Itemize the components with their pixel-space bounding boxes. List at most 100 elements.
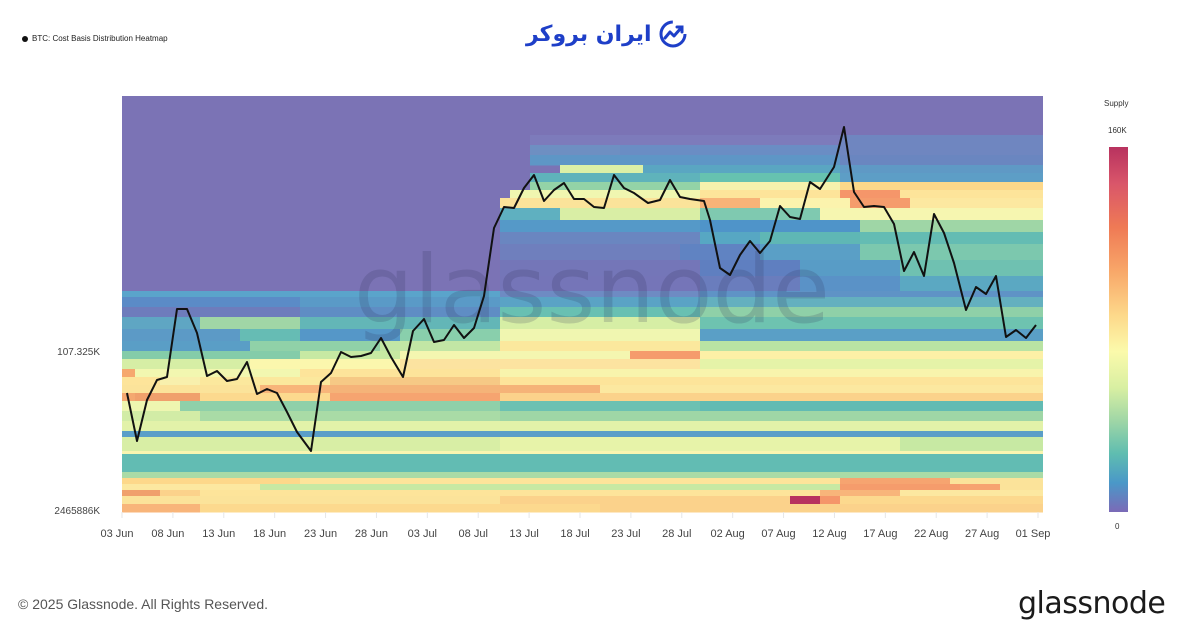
heatmap-cell (700, 359, 1043, 370)
heatmap-cell (800, 276, 900, 293)
heatmap-cell (530, 145, 620, 156)
heatmap-cell (500, 244, 680, 261)
heatmap-cell (500, 411, 1043, 422)
heatmap-cell (760, 232, 860, 245)
x-tick-label: 12 Aug (812, 528, 847, 540)
heatmap-cell (122, 401, 180, 412)
heatmap-cell (122, 351, 300, 360)
heatmap-cell (500, 401, 700, 412)
heatmap-cell (300, 297, 500, 308)
x-tick-label: 03 Jul (407, 528, 438, 540)
heatmap-cell (900, 490, 1043, 497)
heatmap-cell (330, 393, 500, 402)
heatmap-cell (560, 165, 643, 174)
heatmap-cell (500, 220, 700, 233)
x-tick-label: 22 Aug (914, 528, 949, 540)
heatmap-cell (790, 496, 820, 505)
heatmap-cell (300, 329, 400, 342)
heatmap-cell (840, 155, 1043, 166)
heatmap-cell (122, 454, 1043, 473)
heatmap-cell (510, 190, 700, 199)
x-tick-label: 01 Sep (1015, 528, 1051, 540)
heatmap-cell (820, 208, 1043, 221)
x-axis-ticks (121, 512, 1039, 518)
legend-label: BTC: Cost Basis Distribution Heatmap (32, 34, 168, 43)
heatmap-cell (122, 472, 1043, 479)
heatmap-cell (700, 291, 1043, 298)
heatmap-cell (700, 220, 860, 233)
heatmap-cell (200, 317, 300, 330)
heatmap-cell (840, 190, 900, 199)
heatmap-cell (500, 437, 900, 452)
x-tick-label: 18 Jun (253, 528, 287, 540)
heatmap-cell (122, 377, 160, 386)
heatmap-cell (560, 208, 700, 221)
heatmap-cell (700, 190, 840, 199)
heatmap-cell (700, 182, 840, 191)
heatmap-cell (200, 504, 600, 513)
colorbar-gradient (1109, 147, 1128, 512)
heatmap-cell (122, 421, 1043, 432)
heatmap-cell (500, 208, 560, 221)
heatmap-cell (300, 307, 500, 318)
heatmap-cell (500, 341, 700, 352)
heatmap-cell (200, 393, 330, 402)
heatmap-cell (122, 490, 160, 497)
y-tick-label: 107.325K (57, 347, 100, 358)
heatmap-cell (500, 297, 700, 308)
heatmap-cell (860, 220, 1043, 233)
brand-logo: ایران بروکر (526, 16, 688, 52)
heatmap-cell (860, 232, 1043, 245)
heatmap-cell (840, 478, 950, 485)
x-tick-label: 17 Aug (863, 528, 898, 540)
heatmap-cell (122, 307, 300, 318)
x-tick-label: 28 Jun (354, 528, 388, 540)
heatmap-cell (200, 411, 500, 422)
heatmap-cell (900, 260, 1043, 277)
heatmap-cell (840, 496, 1043, 505)
heatmap-cell (122, 478, 300, 485)
heatmap-cell (530, 182, 700, 191)
x-tick-label: 18 Jul (560, 528, 590, 540)
price-line (126, 126, 1037, 452)
heatmap-cell (330, 377, 500, 386)
heatmap-cell (160, 490, 200, 497)
heatmap-cell (122, 317, 200, 330)
colorbar-min-label: 0 (1115, 522, 1120, 531)
x-tick-label: 07 Aug (761, 528, 796, 540)
heatmap-cell (500, 291, 700, 298)
heatmap-cell (850, 198, 910, 209)
heatmap-cell (400, 359, 700, 370)
chart-growth-icon (659, 20, 687, 48)
heatmap-cell (122, 96, 530, 292)
heatmap-cell (122, 411, 200, 422)
heatmap-cell (840, 182, 1043, 191)
heatmap-cell (380, 341, 500, 352)
heatmap-cell (500, 232, 700, 245)
heatmap-cell (500, 276, 700, 293)
heatmap-cell (700, 329, 1043, 342)
x-tick-label: 23 Jun (304, 528, 338, 540)
heatmap-cell (500, 307, 700, 318)
heatmap-cell (122, 341, 250, 352)
heatmap-cell (760, 244, 860, 261)
x-tick-label: 13 Jun (202, 528, 236, 540)
heatmap-cell (300, 317, 500, 330)
heatmap-cell (840, 165, 1043, 174)
heatmap-cell (700, 198, 760, 209)
heatmap-cell (400, 351, 630, 360)
heatmap-cell (300, 351, 400, 360)
heatmap-cell (700, 276, 800, 293)
heatmap-cell (600, 385, 1043, 394)
heatmap-cell (820, 490, 900, 497)
heatmap-cell (700, 317, 1043, 330)
x-tick-label: 02 Aug (710, 528, 745, 540)
heatmap-cell (500, 393, 1043, 402)
heatmap-cell (122, 451, 1043, 455)
heatmap-cell (300, 478, 840, 485)
heatmap-cell (500, 369, 1043, 378)
heatmap-cell (400, 329, 500, 342)
heatmap-cell (122, 504, 200, 513)
heatmap-cell (620, 145, 840, 156)
heatmap-cell (122, 329, 240, 342)
